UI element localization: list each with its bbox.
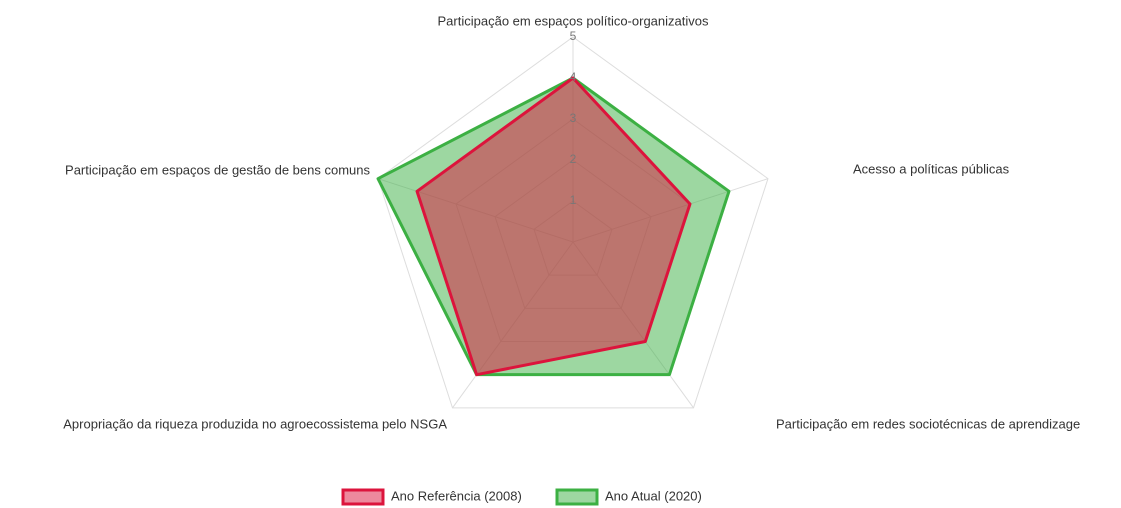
legend-swatch xyxy=(341,488,385,506)
y-tick-label: 5 xyxy=(570,29,577,43)
category-label: Participação em redes sociotécnicas de a… xyxy=(776,416,1080,431)
category-label: Acesso a políticas públicas xyxy=(853,161,1010,176)
category-label: Participação em espaços de gestão de ben… xyxy=(65,162,370,177)
y-tick-label: 3 xyxy=(570,111,577,125)
legend-label: Ano Referência (2008) xyxy=(391,488,522,503)
category-label: Participação em espaços político-organiz… xyxy=(438,13,709,28)
category-label: Apropriação da riqueza produzida no agro… xyxy=(63,416,447,431)
legend-label: Ano Atual (2020) xyxy=(605,488,702,503)
y-tick-label: 2 xyxy=(570,152,577,166)
y-tick-label: 4 xyxy=(570,70,577,84)
grid-line xyxy=(377,36,769,409)
y-tick-label: 1 xyxy=(570,193,577,207)
series-area xyxy=(415,76,692,377)
legend-swatch xyxy=(555,488,599,506)
